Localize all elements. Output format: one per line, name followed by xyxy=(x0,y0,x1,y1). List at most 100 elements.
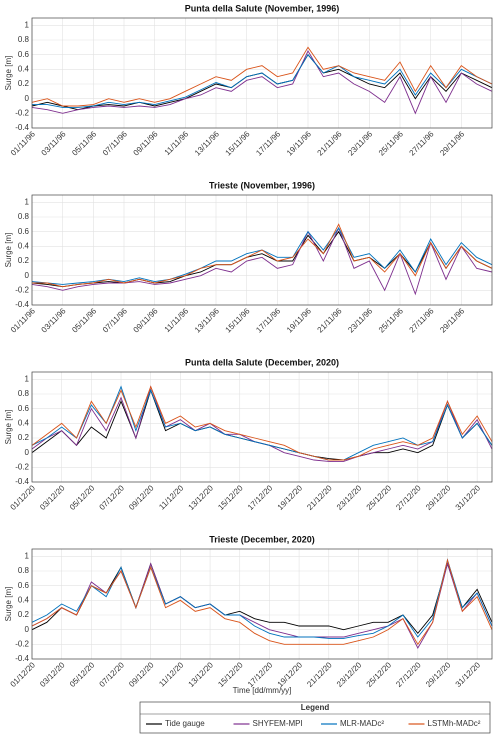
y-tick-label: 0.8 xyxy=(18,35,30,44)
x-tick-label: 27/11/96 xyxy=(408,306,436,334)
x-tick-label: 13/12/20 xyxy=(187,483,216,512)
x-tick-label: 21/11/96 xyxy=(316,306,344,334)
x-tick-label: 03/11/96 xyxy=(40,129,68,157)
legend-label: MLR-MADc² xyxy=(340,719,384,728)
series-line xyxy=(31,388,493,461)
plot-frame xyxy=(31,17,493,129)
y-axis-label: Surge [m] xyxy=(4,233,13,268)
x-tick-label: 31/12/20 xyxy=(454,660,483,689)
y-tick-label: 0.2 xyxy=(18,433,30,442)
x-tick-label: 13/11/96 xyxy=(193,306,221,334)
x-tick-label: 01/11/96 xyxy=(9,306,37,334)
x-tick-label: 15/12/20 xyxy=(216,483,245,512)
x-tick-label: 21/11/96 xyxy=(316,129,344,157)
y-axis-label: Surge [m] xyxy=(4,56,13,91)
x-tick-label: 19/12/20 xyxy=(276,483,305,512)
y-tick-label: 0.4 xyxy=(18,241,30,250)
y-tick-label: -0.4 xyxy=(15,654,29,663)
x-tick-label: 21/12/20 xyxy=(305,483,334,512)
x-tick-label: 13/11/96 xyxy=(193,129,221,157)
x-tick-label: 17/11/96 xyxy=(254,129,282,157)
x-tick-label: 09/11/96 xyxy=(132,306,160,334)
y-tick-label: 0.2 xyxy=(18,79,30,88)
x-tick-label: 11/12/20 xyxy=(157,483,185,511)
x-tick-label: 03/12/20 xyxy=(38,483,67,512)
y-tick-label: 0.6 xyxy=(18,227,30,236)
x-tick-label: 07/11/96 xyxy=(101,306,129,334)
y-tick-label: 1 xyxy=(25,374,30,383)
y-tick-label: 1 xyxy=(25,20,30,29)
y-tick-label: 0 xyxy=(25,448,30,457)
y-tick-label: 0.4 xyxy=(18,595,30,604)
y-tick-label: -0.2 xyxy=(15,639,29,648)
x-tick-label: 25/12/20 xyxy=(365,483,394,512)
y-tick-label: 0.8 xyxy=(18,389,30,398)
x-axis-label: Time [dd/mm/yy] xyxy=(233,686,292,695)
series-line xyxy=(31,50,493,115)
y-tick-label: 1 xyxy=(25,551,30,560)
y-tick-label: 0.2 xyxy=(18,256,30,265)
x-tick-label: 09/12/20 xyxy=(127,660,156,689)
y-tick-label: -0.4 xyxy=(15,300,29,309)
y-tick-label: 0.6 xyxy=(18,50,30,59)
series-line xyxy=(31,226,493,296)
x-tick-label: 15/11/96 xyxy=(224,129,252,157)
y-tick-label: -0.2 xyxy=(15,108,29,117)
x-tick-label: 07/12/20 xyxy=(98,483,127,512)
y-tick-label: 0 xyxy=(25,271,30,280)
plot-frame xyxy=(31,548,493,660)
x-tick-label: 19/11/96 xyxy=(285,129,313,157)
x-tick-label: 11/11/96 xyxy=(163,306,191,334)
legend-label: Tide gauge xyxy=(165,719,205,728)
x-tick-label: 09/12/20 xyxy=(127,483,156,512)
x-tick-label: 01/11/96 xyxy=(9,129,37,157)
y-tick-label: 0 xyxy=(25,625,30,634)
series-line xyxy=(31,562,493,649)
y-tick-label: 0.6 xyxy=(18,404,30,413)
x-tick-label: 17/12/20 xyxy=(246,483,275,512)
x-tick-label: 01/12/20 xyxy=(9,660,38,689)
x-tick-label: 25/11/96 xyxy=(377,306,405,334)
x-tick-label: 27/12/20 xyxy=(394,483,423,512)
x-tick-label: 05/12/20 xyxy=(68,483,97,512)
y-tick-label: 0.8 xyxy=(18,212,30,221)
x-tick-label: 13/12/20 xyxy=(187,660,216,689)
x-tick-label: 15/11/96 xyxy=(224,306,252,334)
legend-label: LSTMh-MADc² xyxy=(428,719,481,728)
x-tick-label: 21/12/20 xyxy=(305,660,334,689)
series-line xyxy=(31,227,493,285)
x-tick-label: 05/12/20 xyxy=(68,660,97,689)
panel-title: Trieste (December, 2020) xyxy=(209,534,315,544)
x-tick-label: 15/12/20 xyxy=(216,660,245,689)
x-tick-label: 29/11/96 xyxy=(438,306,466,334)
y-tick-label: 0.2 xyxy=(18,610,30,619)
y-tick-label: -0.4 xyxy=(15,477,29,486)
series-line xyxy=(31,558,493,646)
x-tick-label: 23/12/20 xyxy=(335,483,364,512)
x-tick-label: 19/12/20 xyxy=(276,660,305,689)
x-tick-label: 17/11/96 xyxy=(254,306,282,334)
y-tick-label: 0.8 xyxy=(18,566,30,575)
legend-label: SHYFEM-MPI xyxy=(253,719,303,728)
x-tick-label: 19/11/96 xyxy=(285,306,313,334)
x-tick-label: 11/11/96 xyxy=(163,129,191,157)
series-line xyxy=(32,53,493,108)
legend-box xyxy=(139,701,491,734)
panel-title: Punta della Salute (December, 2020) xyxy=(185,357,339,367)
series-line xyxy=(31,562,493,635)
x-tick-label: 29/12/20 xyxy=(424,483,453,512)
series-line xyxy=(31,558,493,639)
series-line xyxy=(31,46,493,107)
x-tick-label: 25/12/20 xyxy=(365,660,394,689)
x-tick-label: 29/12/20 xyxy=(424,660,453,689)
x-tick-label: 29/11/96 xyxy=(438,129,466,157)
x-tick-label: 31/12/20 xyxy=(454,483,483,512)
plot-frame xyxy=(31,371,493,483)
x-tick-label: 23/11/96 xyxy=(346,129,374,157)
x-tick-label: 03/12/20 xyxy=(38,660,67,689)
x-tick-label: 27/12/20 xyxy=(394,660,423,689)
y-tick-label: 0.6 xyxy=(18,581,30,590)
series-line xyxy=(32,223,493,288)
legend-title: Legend xyxy=(301,703,330,712)
